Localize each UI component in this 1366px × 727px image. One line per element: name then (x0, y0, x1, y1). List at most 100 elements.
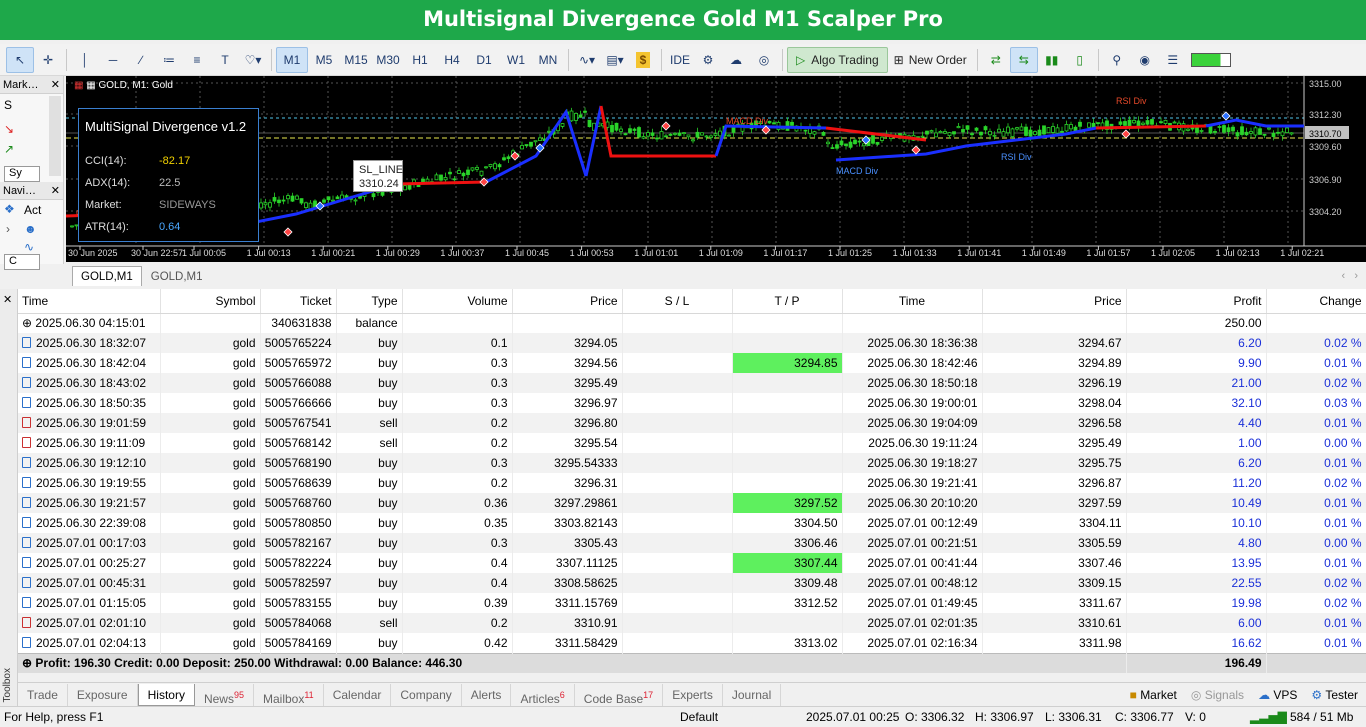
column-header[interactable]: Ticket (260, 289, 337, 314)
close-icon[interactable]: ✕ (50, 79, 60, 91)
common-tab[interactable]: C (4, 254, 40, 270)
symbols-tab[interactable]: Sy (4, 166, 40, 182)
balance-row[interactable]: ⊕ 2025.06.30 04:15:01 340631838 balance 250… (18, 313, 1366, 333)
candles-icon[interactable]: ▯ (1076, 52, 1084, 67)
ide-button[interactable]: IDE (670, 52, 691, 67)
cloud-icon[interactable]: ☁ (730, 52, 743, 67)
table-row[interactable]: 2025.06.30 18:50:35 gold 5005766666 buy 0.3 3… (18, 393, 1366, 413)
expand-icon[interactable]: ⊕ (22, 656, 36, 671)
bottom-tab-history[interactable]: History (137, 683, 195, 706)
cell-type-text: buy (378, 336, 398, 350)
close-icon[interactable]: ✕ (50, 185, 60, 197)
signals-button[interactable]: ◎ Signals (1191, 688, 1244, 702)
table-row[interactable]: 2025.06.30 18:42:04 gold 5005765972 buy 0.3 3… (18, 353, 1366, 373)
chart-canvas[interactable]: 3315.00 3312.30 3310.70 3309.60 3306.90 3304.… (66, 76, 1366, 262)
bottom-tab-calendar[interactable]: Calendar (324, 683, 392, 706)
accounts-item[interactable]: Act (24, 203, 42, 217)
bottom-tab-trade[interactable]: Trade (18, 683, 68, 706)
column-header[interactable]: T / P (732, 289, 843, 314)
vps-button[interactable]: ☁ VPS (1258, 688, 1297, 702)
table-row[interactable]: 2025.06.30 18:32:07 gold 5005765224 buy 0.1 3… (18, 333, 1366, 353)
column-header[interactable]: Symbol (160, 289, 261, 314)
column-header[interactable]: Profit (1126, 289, 1267, 314)
cursor-tool-icon[interactable]: ↖ (6, 46, 34, 73)
horizontal-line-icon[interactable]: ─ (108, 52, 118, 67)
table-row[interactable]: 2025.06.30 19:19:55 gold 5005768639 buy 0.2 3… (18, 473, 1366, 493)
bottom-tab-alerts[interactable]: Alerts (462, 683, 512, 706)
table-row[interactable]: 2025.07.01 00:17:03 gold 5005782167 buy 0.3 3… (18, 533, 1366, 553)
account-icon[interactable]: ◉ (1139, 52, 1150, 67)
templates-icon[interactable]: ▤▾ (606, 52, 624, 67)
period-m1-button[interactable]: M1 (276, 46, 308, 73)
deal-doc-icon (22, 437, 31, 448)
channel-icon[interactable]: ≔ (163, 52, 175, 67)
scrollbar[interactable] (49, 96, 61, 176)
bottom-tab-company[interactable]: Company (391, 683, 462, 706)
algo-trading-button[interactable]: ▷ Algo Trading (787, 46, 888, 73)
profile-name[interactable]: Default (680, 710, 719, 724)
table-row[interactable]: 2025.07.01 00:45:31 gold 5005782597 buy 0.4 3… (18, 573, 1366, 593)
chart-tab-gold-m1[interactable]: GOLD,M1 (72, 266, 142, 286)
bottom-tab-code-base[interactable]: Code Base17 (575, 683, 664, 706)
signals-icon[interactable]: ◎ (758, 52, 770, 67)
tester-button[interactable]: ⚙ Tester (1311, 688, 1358, 702)
bottom-tab-articles[interactable]: Articles6 (511, 683, 575, 706)
period-m15-button[interactable]: M15 (344, 52, 368, 67)
text-tool-icon[interactable]: T (221, 52, 229, 67)
indicators-icon[interactable]: ∿▾ (578, 52, 596, 67)
shapes-icon[interactable]: ♡▾ (244, 52, 262, 67)
cell-time: 2025.07.01 00:45:31 (18, 573, 161, 593)
fibonacci-icon[interactable]: ≡ (193, 52, 201, 67)
table-row[interactable]: 2025.06.30 19:21:57 gold 5005768760 buy 0.36… (18, 493, 1366, 513)
table-row[interactable]: 2025.07.01 02:04:13 gold 5005784169 buy 0.42… (18, 633, 1366, 653)
column-header[interactable]: Price (512, 289, 623, 314)
close-icon[interactable]: ✕ (3, 294, 13, 306)
search-icon[interactable]: ⚲ (1112, 52, 1122, 67)
expand-icon[interactable]: › (6, 222, 10, 236)
period-d1-button[interactable]: D1 (476, 52, 492, 67)
bottom-tab-news[interactable]: News95 (195, 683, 254, 706)
column-header[interactable]: Change (1266, 289, 1366, 314)
separator (271, 48, 272, 71)
bottom-tab-experts[interactable]: Experts (663, 683, 723, 706)
crosshair-icon[interactable]: ✛ (42, 52, 54, 67)
table-row[interactable]: 2025.07.01 01:15:05 gold 5005783155 buy 0.39… (18, 593, 1366, 613)
column-header[interactable]: Type (336, 289, 403, 314)
table-row[interactable]: 2025.07.01 02:01:10 gold 5005784068 sell 0.2… (18, 613, 1366, 633)
column-header[interactable]: Volume (402, 289, 513, 314)
period-m5-button[interactable]: M5 (315, 52, 333, 67)
one-click-trading-icon[interactable]: ⇆ (1009, 46, 1038, 73)
table-row[interactable]: 2025.07.01 00:25:27 gold 5005782224 buy 0.4 3… (18, 553, 1366, 573)
column-header[interactable]: S / L (622, 289, 733, 314)
column-header[interactable]: Price (982, 289, 1127, 314)
period-m30-button[interactable]: M30 (376, 52, 400, 67)
depth-icon[interactable]: ⇄ (990, 52, 1001, 67)
table-row[interactable]: 2025.06.30 18:43:02 gold 5005766088 buy 0.3 3… (18, 373, 1366, 393)
table-row[interactable]: 2025.06.30 19:12:10 gold 5005768190 buy 0.3 3… (18, 453, 1366, 473)
market-button[interactable]: ■ Market (1130, 688, 1177, 702)
period-w1-button[interactable]: W1 (507, 52, 525, 67)
tab-scroll-arrows[interactable]: ‹ › (1341, 270, 1359, 282)
trendline-icon[interactable]: ∕ (139, 52, 142, 67)
new-order-button[interactable]: ⊞ New Order (888, 47, 973, 73)
toolbox-sidebar[interactable]: Toolbox ✕ (0, 289, 18, 706)
period-mn-button[interactable]: MN (538, 52, 558, 67)
bottom-tab-mailbox[interactable]: Mailbox11 (254, 683, 324, 706)
column-header[interactable]: Time (18, 289, 161, 314)
table-row[interactable]: 2025.06.30 19:11:09 gold 5005768142 sell 0.2… (18, 433, 1366, 453)
cell-empty (402, 313, 513, 333)
chart-tab-gold-m1-second[interactable]: GOLD,M1 (150, 271, 203, 283)
dollar-icon[interactable]: $ (629, 47, 657, 73)
bottom-tab-exposure[interactable]: Exposure (68, 683, 138, 706)
table-row[interactable]: 2025.06.30 22:39:08 gold 5005780850 buy 0.35… (18, 513, 1366, 533)
compile-icon[interactable]: ⚙ (702, 52, 714, 67)
vertical-line-icon[interactable]: │ (81, 52, 89, 67)
period-h4-button[interactable]: H4 (444, 52, 460, 67)
column-header[interactable]: Time (842, 289, 983, 314)
bottom-tab-journal[interactable]: Journal (723, 683, 782, 706)
chart-bars-icon[interactable]: ▮▮ (1045, 52, 1059, 67)
menu-icon[interactable]: ☰ (1167, 52, 1179, 67)
period-h1-button[interactable]: H1 (412, 52, 428, 67)
price-chart[interactable]: 3315.00 3312.30 3310.70 3309.60 3306.90 3304.… (66, 76, 1366, 262)
table-row[interactable]: 2025.06.30 19:01:59 gold 5005767541 sell 0.2… (18, 413, 1366, 433)
